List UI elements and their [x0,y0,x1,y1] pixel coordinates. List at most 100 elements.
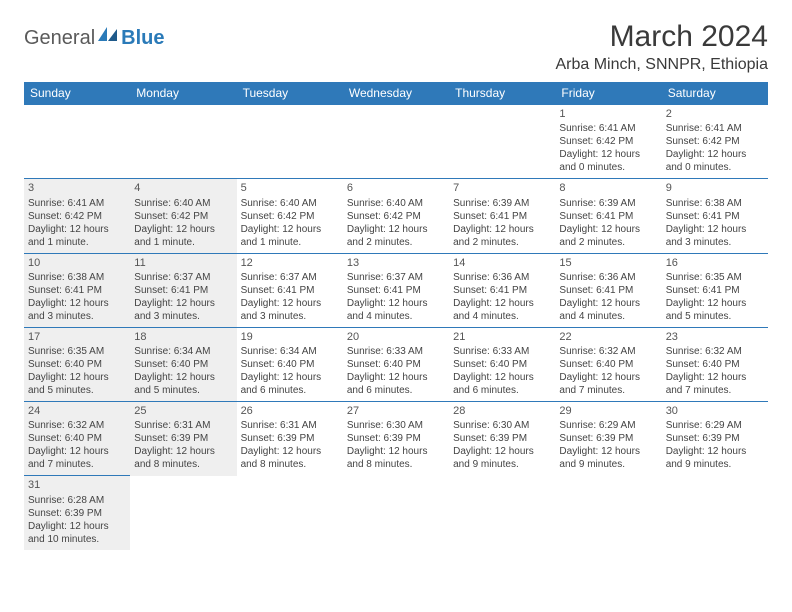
calendar-cell: 1Sunrise: 6:41 AMSunset: 6:42 PMDaylight… [555,105,661,179]
calendar-cell: 11Sunrise: 6:37 AMSunset: 6:41 PMDayligh… [130,253,236,327]
cell-info-line: Sunset: 6:41 PM [559,210,657,223]
calendar-week-row: 31Sunrise: 6:28 AMSunset: 6:39 PMDayligh… [24,476,768,550]
calendar-cell [662,476,768,550]
cell-info-line: and 2 minutes. [559,236,657,249]
brand-logo: General Blue [24,20,165,50]
cell-info-line: Sunset: 6:39 PM [241,432,339,445]
cell-info-line: Sunrise: 6:32 AM [666,345,764,358]
month-title: March 2024 [555,20,768,54]
calendar-cell: 12Sunrise: 6:37 AMSunset: 6:41 PMDayligh… [237,253,343,327]
day-number: 12 [241,256,339,270]
calendar-cell: 20Sunrise: 6:33 AMSunset: 6:40 PMDayligh… [343,327,449,401]
cell-info-line: and 1 minute. [134,236,232,249]
cell-info-line: Daylight: 12 hours [28,297,126,310]
calendar-week-row: 10Sunrise: 6:38 AMSunset: 6:41 PMDayligh… [24,253,768,327]
cell-info-line: Daylight: 12 hours [347,297,445,310]
calendar-cell: 15Sunrise: 6:36 AMSunset: 6:41 PMDayligh… [555,253,661,327]
day-number: 24 [28,404,126,418]
calendar-cell [237,105,343,179]
calendar-week-row: 17Sunrise: 6:35 AMSunset: 6:40 PMDayligh… [24,327,768,401]
calendar-cell [449,105,555,179]
cell-info-line: Sunset: 6:41 PM [559,284,657,297]
cell-info-line: and 8 minutes. [347,458,445,471]
cell-info-line: Sunrise: 6:40 AM [134,197,232,210]
cell-info-line: Daylight: 12 hours [134,445,232,458]
weekday-header: Sunday [24,82,130,105]
cell-info-line: Daylight: 12 hours [28,445,126,458]
brand-part1: General [24,27,95,50]
cell-info-line: Sunrise: 6:29 AM [559,419,657,432]
day-number: 11 [134,256,232,270]
cell-info-line: and 5 minutes. [28,384,126,397]
calendar-cell: 26Sunrise: 6:31 AMSunset: 6:39 PMDayligh… [237,402,343,476]
day-number: 10 [28,256,126,270]
day-number: 21 [453,330,551,344]
calendar-cell: 16Sunrise: 6:35 AMSunset: 6:41 PMDayligh… [662,253,768,327]
day-number: 29 [559,404,657,418]
cell-info-line: Sunrise: 6:41 AM [559,122,657,135]
cell-info-line: Daylight: 12 hours [28,371,126,384]
day-number: 1 [559,107,657,121]
cell-info-line: Sunset: 6:40 PM [28,432,126,445]
cell-info-line: Sunset: 6:40 PM [347,358,445,371]
cell-info-line: Daylight: 12 hours [559,297,657,310]
day-number: 7 [453,181,551,195]
cell-info-line: Daylight: 12 hours [453,371,551,384]
cell-info-line: and 6 minutes. [347,384,445,397]
cell-info-line: and 7 minutes. [559,384,657,397]
calendar-cell [449,476,555,550]
cell-info-line: and 3 minutes. [134,310,232,323]
cell-info-line: Sunrise: 6:33 AM [453,345,551,358]
cell-info-line: and 3 minutes. [28,310,126,323]
cell-info-line: and 4 minutes. [559,310,657,323]
cell-info-line: and 10 minutes. [28,533,126,546]
day-number: 18 [134,330,232,344]
calendar-cell: 3Sunrise: 6:41 AMSunset: 6:42 PMDaylight… [24,179,130,253]
cell-info-line: and 5 minutes. [666,310,764,323]
day-number: 14 [453,256,551,270]
cell-info-line: and 0 minutes. [666,161,764,174]
calendar-cell: 4Sunrise: 6:40 AMSunset: 6:42 PMDaylight… [130,179,236,253]
header: General Blue March 2024 Arba Minch, SNNP… [24,20,768,74]
cell-info-line: Sunrise: 6:30 AM [347,419,445,432]
cell-info-line: Sunset: 6:41 PM [453,210,551,223]
cell-info-line: Sunrise: 6:31 AM [134,419,232,432]
calendar-cell: 10Sunrise: 6:38 AMSunset: 6:41 PMDayligh… [24,253,130,327]
cell-info-line: and 6 minutes. [241,384,339,397]
calendar-week-row: 3Sunrise: 6:41 AMSunset: 6:42 PMDaylight… [24,179,768,253]
calendar-cell: 21Sunrise: 6:33 AMSunset: 6:40 PMDayligh… [449,327,555,401]
calendar-week-row: 24Sunrise: 6:32 AMSunset: 6:40 PMDayligh… [24,402,768,476]
cell-info-line: Sunset: 6:39 PM [453,432,551,445]
day-number: 16 [666,256,764,270]
calendar-cell: 17Sunrise: 6:35 AMSunset: 6:40 PMDayligh… [24,327,130,401]
calendar-cell [555,476,661,550]
cell-info-line: Daylight: 12 hours [559,223,657,236]
cell-info-line: and 8 minutes. [134,458,232,471]
cell-info-line: Sunrise: 6:38 AM [666,197,764,210]
cell-info-line: and 1 minute. [241,236,339,249]
calendar-cell [24,105,130,179]
day-number: 28 [453,404,551,418]
cell-info-line: Sunrise: 6:35 AM [666,271,764,284]
weekday-header-row: SundayMondayTuesdayWednesdayThursdayFrid… [24,82,768,105]
calendar-cell [237,476,343,550]
cell-info-line: Sunset: 6:40 PM [28,358,126,371]
day-number: 31 [28,478,126,492]
weekday-header: Monday [130,82,236,105]
day-number: 20 [347,330,445,344]
cell-info-line: Sunset: 6:39 PM [347,432,445,445]
calendar-cell [130,476,236,550]
weekday-header: Friday [555,82,661,105]
cell-info-line: and 4 minutes. [453,310,551,323]
cell-info-line: Sunrise: 6:39 AM [453,197,551,210]
cell-info-line: and 0 minutes. [559,161,657,174]
calendar-week-row: 1Sunrise: 6:41 AMSunset: 6:42 PMDaylight… [24,105,768,179]
cell-info-line: and 5 minutes. [134,384,232,397]
cell-info-line: Sunset: 6:41 PM [134,284,232,297]
cell-info-line: Sunrise: 6:36 AM [559,271,657,284]
cell-info-line: and 8 minutes. [241,458,339,471]
cell-info-line: and 9 minutes. [666,458,764,471]
cell-info-line: Sunset: 6:40 PM [453,358,551,371]
cell-info-line: Daylight: 12 hours [453,223,551,236]
cell-info-line: Sunrise: 6:37 AM [134,271,232,284]
